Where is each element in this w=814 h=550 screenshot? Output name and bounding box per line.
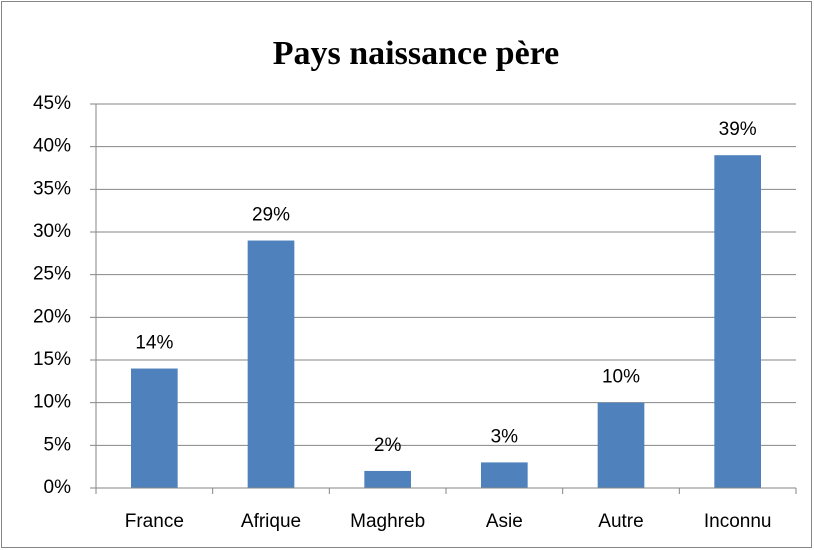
y-tick-label: 30%	[33, 221, 71, 242]
value-label: 10%	[602, 367, 640, 388]
value-label: 29%	[252, 205, 290, 226]
y-tick-label: 15%	[33, 349, 71, 370]
value-label: 3%	[491, 426, 519, 447]
bar	[247, 240, 295, 488]
y-tick-label: 25%	[33, 264, 71, 285]
value-label: 2%	[374, 435, 402, 456]
y-tick-label: 45%	[33, 93, 71, 114]
bar	[481, 462, 528, 488]
x-tick-label: Afrique	[241, 511, 301, 532]
y-tick-label: 0%	[44, 477, 72, 498]
x-tick-label: Asie	[486, 511, 523, 532]
y-tick-label: 5%	[44, 434, 72, 455]
x-tick-label: Inconnu	[704, 511, 772, 532]
y-tick-label: 10%	[33, 392, 71, 413]
bar	[131, 368, 178, 488]
x-tick-label: Maghreb	[350, 511, 425, 532]
bar	[597, 402, 645, 488]
y-tick-label: 35%	[33, 178, 71, 199]
value-label: 39%	[719, 119, 757, 140]
value-label: 14%	[135, 333, 173, 354]
chart-title: Pays naissance père	[273, 35, 559, 72]
y-tick-label: 20%	[33, 306, 71, 327]
bar	[714, 155, 761, 488]
x-tick-label: France	[125, 511, 184, 532]
bar	[364, 470, 411, 488]
y-tick-label: 40%	[33, 136, 71, 157]
x-tick-label: Autre	[598, 511, 643, 532]
